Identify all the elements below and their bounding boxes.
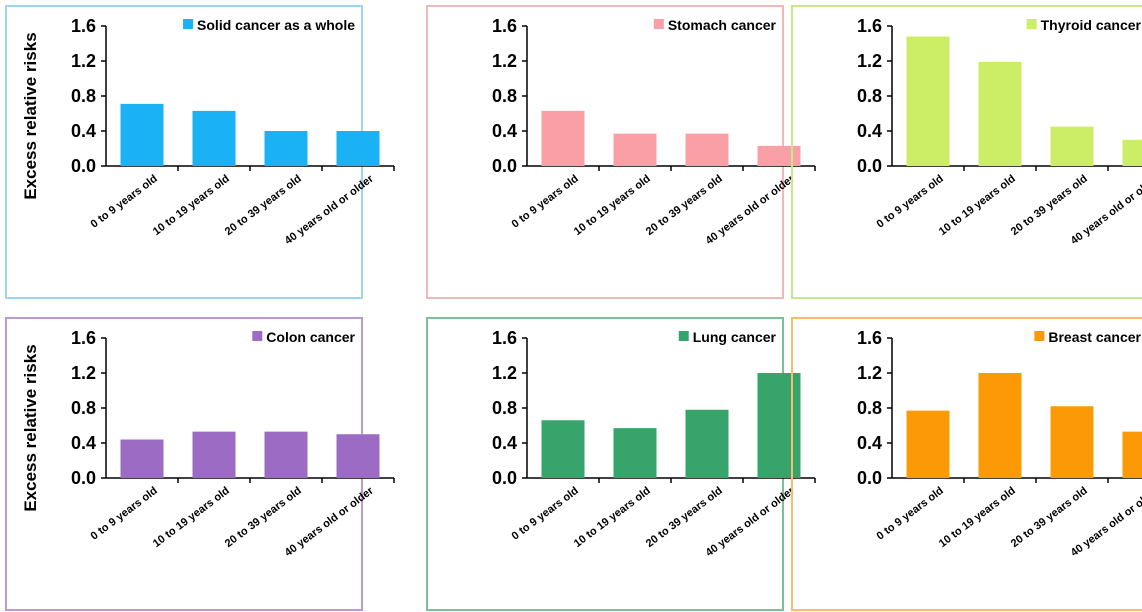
y-tick-label: 1.2 — [492, 363, 517, 383]
x-tick-label: 20 to 39 years old — [644, 173, 725, 238]
bar — [192, 110, 236, 166]
bar — [336, 434, 380, 478]
y-tick-label: 1.6 — [492, 328, 517, 348]
x-tick-label: 0 to 9 years old — [875, 173, 946, 231]
bar — [264, 131, 308, 166]
y-tick-label: 0.4 — [857, 121, 882, 141]
panel-border — [426, 5, 784, 299]
x-tick-label: 20 to 39 years old — [1009, 173, 1090, 238]
y-tick-label: 0.0 — [71, 156, 96, 176]
x-tick-label: 10 to 19 years old — [572, 173, 653, 238]
bar — [613, 133, 657, 166]
bar — [120, 439, 164, 478]
x-tick-label: 0 to 9 years old — [510, 485, 581, 543]
y-tick-label: 0.8 — [857, 86, 882, 106]
bar — [906, 36, 950, 166]
y-tick-label: 1.2 — [857, 51, 882, 71]
bar — [1050, 126, 1094, 166]
y-tick-label: 0.8 — [71, 86, 96, 106]
bar — [685, 133, 729, 166]
bar — [541, 110, 585, 166]
y-tick-label: 1.6 — [71, 328, 96, 348]
bar — [1050, 406, 1094, 478]
legend-swatch — [252, 331, 263, 341]
y-tick-label: 1.6 — [492, 16, 517, 36]
x-tick-label: 10 to 19 years old — [151, 173, 232, 238]
x-tick-label: 10 to 19 years old — [572, 485, 653, 550]
y-tick-label: 0.4 — [857, 433, 882, 453]
y-tick-label: 1.2 — [492, 51, 517, 71]
y-axis-title: Excess relative risks — [21, 344, 40, 511]
bar — [264, 431, 308, 478]
y-tick-label: 1.2 — [71, 363, 96, 383]
bar — [120, 103, 164, 166]
x-tick-label: 0 to 9 years old — [89, 485, 160, 543]
x-tick-label: 10 to 19 years old — [937, 173, 1018, 238]
y-tick-label: 0.0 — [492, 468, 517, 488]
x-tick-label: 20 to 39 years old — [223, 485, 304, 550]
bar — [192, 431, 236, 478]
y-tick-label: 1.6 — [71, 16, 96, 36]
legend-label: Breast cancer — [1048, 329, 1141, 345]
bar — [613, 428, 657, 478]
x-tick-label: 0 to 9 years old — [89, 173, 160, 231]
legend-label: Lung cancer — [693, 329, 777, 345]
legend-swatch — [678, 331, 689, 341]
legend-swatch — [183, 19, 194, 29]
y-axis-title: Excess relative risks — [21, 32, 40, 199]
bar — [685, 409, 729, 478]
x-tick-label: 0 to 9 years old — [510, 173, 581, 231]
x-tick-label: 20 to 39 years old — [223, 173, 304, 238]
bar — [1122, 431, 1142, 478]
panel-border — [5, 5, 363, 299]
bar — [541, 420, 585, 478]
panel-border — [426, 317, 784, 611]
legend-label: Stomach cancer — [668, 17, 777, 33]
y-tick-label: 0.4 — [71, 433, 96, 453]
legend-label: Solid cancer as a whole — [197, 17, 355, 33]
panel-border — [791, 5, 1142, 299]
legend-swatch — [1026, 19, 1037, 29]
bar — [978, 373, 1022, 478]
y-tick-label: 1.2 — [71, 51, 96, 71]
legend-swatch — [1034, 331, 1045, 341]
legend-swatch — [653, 19, 664, 29]
y-tick-label: 0.8 — [492, 86, 517, 106]
x-tick-label: 20 to 39 years old — [644, 485, 725, 550]
y-tick-label: 0.0 — [857, 156, 882, 176]
bar — [336, 131, 380, 166]
y-tick-label: 0.8 — [492, 398, 517, 418]
y-tick-label: 1.2 — [857, 363, 882, 383]
panel-border — [5, 317, 363, 611]
y-tick-label: 0.8 — [857, 398, 882, 418]
bar — [906, 410, 950, 478]
y-tick-label: 0.4 — [492, 121, 517, 141]
y-tick-label: 0.0 — [857, 468, 882, 488]
bar — [978, 61, 1022, 166]
y-tick-label: 0.8 — [71, 398, 96, 418]
y-tick-label: 1.6 — [857, 16, 882, 36]
legend-label: Thyroid cancer — [1041, 17, 1142, 33]
x-tick-label: 10 to 19 years old — [937, 485, 1018, 550]
y-tick-label: 0.0 — [492, 156, 517, 176]
bar — [1122, 139, 1142, 166]
bar — [757, 373, 801, 478]
panel-border — [791, 317, 1142, 611]
y-tick-label: 0.4 — [71, 121, 96, 141]
y-tick-label: 1.6 — [857, 328, 882, 348]
x-tick-label: 10 to 19 years old — [151, 485, 232, 550]
x-tick-label: 0 to 9 years old — [875, 485, 946, 543]
bar — [757, 145, 801, 166]
y-tick-label: 0.0 — [71, 468, 96, 488]
legend-label: Colon cancer — [266, 329, 355, 345]
y-tick-label: 0.4 — [492, 433, 517, 453]
x-tick-label: 20 to 39 years old — [1009, 485, 1090, 550]
